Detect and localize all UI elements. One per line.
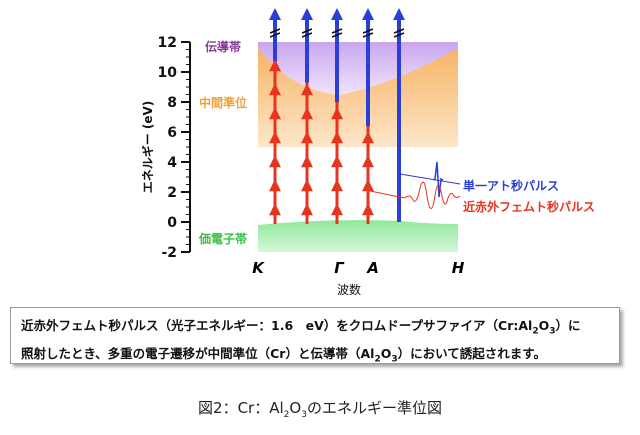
valence-band-label: 価電子帯 bbox=[198, 231, 247, 246]
transition-column bbox=[393, 8, 405, 222]
red-arrowhead bbox=[331, 203, 343, 216]
transition-arrows bbox=[269, 8, 405, 224]
red-arrowhead bbox=[301, 131, 313, 144]
red-arrowhead bbox=[301, 107, 313, 120]
femtosecond-pulse-wave bbox=[404, 181, 461, 209]
transition-column bbox=[362, 8, 374, 224]
red-arrowhead bbox=[301, 203, 313, 216]
blue-arrowhead bbox=[269, 8, 281, 20]
blue-arrowhead bbox=[301, 8, 313, 20]
attosecond-pulse-label: 単一アト秒パルス bbox=[463, 178, 559, 193]
axis-break-mark bbox=[269, 28, 281, 38]
red-arrowhead bbox=[269, 203, 281, 216]
red-arrowhead bbox=[331, 155, 343, 168]
x-axis-label: 波数 bbox=[337, 282, 361, 297]
y-tick-label: 6 bbox=[167, 125, 177, 141]
red-arrowhead bbox=[331, 179, 343, 192]
description-box: 近赤外フェムト秒パルス（光子エネルギー：1.6 eV）をクロムドープサファイア（… bbox=[10, 307, 620, 364]
red-arrowhead bbox=[362, 179, 374, 192]
k-point-Gamma: Γ bbox=[334, 259, 345, 277]
valence-band-region bbox=[258, 220, 458, 252]
transition-column bbox=[331, 8, 343, 224]
axis-break-mark bbox=[301, 28, 313, 38]
intermediate-level-label: 中間準位 bbox=[199, 95, 247, 110]
axis-break-mark bbox=[393, 28, 405, 38]
y-tick-label: 8 bbox=[167, 95, 177, 111]
transition-column bbox=[269, 8, 281, 224]
red-arrowhead bbox=[301, 155, 313, 168]
y-tick-label: 10 bbox=[158, 65, 178, 81]
y-tick-label: 4 bbox=[167, 155, 177, 171]
red-arrowhead bbox=[269, 179, 281, 192]
red-arrowhead bbox=[269, 131, 281, 144]
y-tick-label: 12 bbox=[158, 35, 177, 51]
red-arrowhead bbox=[269, 155, 281, 168]
attosecond-pulse-wave bbox=[432, 161, 444, 198]
red-arrowhead bbox=[362, 131, 374, 144]
red-arrowhead bbox=[269, 107, 281, 120]
red-arrowhead bbox=[301, 179, 313, 192]
k-point-K: K bbox=[252, 259, 265, 277]
energy-level-diagram: 12 10 8 6 4 2 0 -2 伝導帯 中間準位 価電子帯 エネルギー (eV) K Γ… bbox=[140, 8, 595, 297]
transition-column bbox=[301, 8, 313, 224]
figure-caption: 図2：Cr：Al2O3のエネルギー準位図 bbox=[198, 399, 442, 420]
description-line-2: 照射したとき、多重の電子遷移が中間準位（Cr）と伝導帯（Al2O3）において誘起… bbox=[21, 345, 546, 365]
blue-arrowhead bbox=[331, 8, 343, 20]
red-arrowhead bbox=[362, 155, 374, 168]
axis-break-mark bbox=[331, 28, 343, 38]
y-axis: 12 10 8 6 4 2 0 -2 bbox=[158, 35, 191, 261]
red-arrowhead bbox=[269, 59, 281, 72]
k-point-A: A bbox=[366, 259, 379, 277]
red-arrowhead bbox=[301, 83, 313, 96]
femtosecond-pulse-label: 近赤外フェムト秒パルス bbox=[463, 199, 595, 214]
red-arrowhead bbox=[331, 107, 343, 120]
y-axis-label: エネルギー (eV) bbox=[140, 101, 155, 194]
red-arrowhead bbox=[362, 203, 374, 216]
conduction-band-label: 伝導帯 bbox=[205, 39, 241, 54]
attosecond-pulse-line bbox=[399, 173, 461, 185]
blue-arrowhead bbox=[362, 8, 374, 20]
red-arrowhead bbox=[331, 131, 343, 144]
femtosecond-pulse-line bbox=[369, 190, 406, 199]
k-point-H: H bbox=[452, 259, 465, 277]
blue-arrowhead bbox=[393, 8, 405, 20]
y-tick-label: 2 bbox=[167, 185, 177, 201]
y-tick-label: 0 bbox=[167, 215, 177, 231]
y-tick-label: -2 bbox=[161, 245, 177, 261]
description-line-1: 近赤外フェムト秒パルス（光子エネルギー：1.6 eV）をクロムドープサファイア（… bbox=[21, 318, 581, 337]
red-arrowhead bbox=[269, 83, 281, 96]
axis-break-mark bbox=[362, 28, 374, 38]
